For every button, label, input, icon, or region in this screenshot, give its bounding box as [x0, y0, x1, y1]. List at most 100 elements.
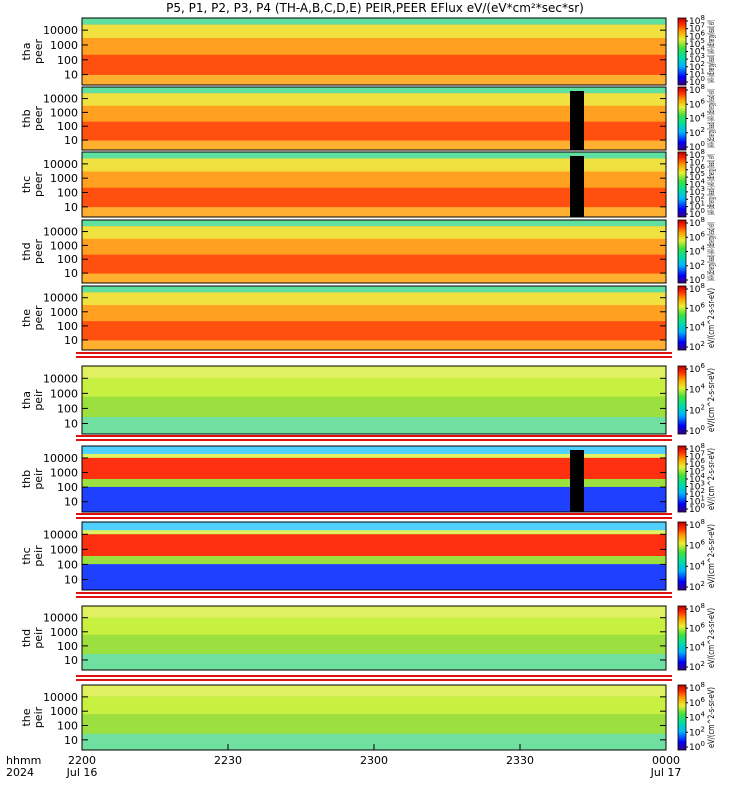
panel-label-probe: the	[20, 309, 33, 327]
colorbar-tick-label: 104	[689, 383, 705, 396]
spectrogram-band	[82, 486, 666, 512]
spectrogram-band	[82, 38, 666, 55]
spectrogram-band	[82, 378, 666, 397]
panel-frame	[81, 219, 667, 284]
y-tick-label: 100	[57, 481, 78, 494]
colorbar-tick-label: 102	[689, 192, 705, 205]
colorbar-tick-label: 104	[689, 641, 705, 654]
colorbar-tick-label: 107	[689, 22, 705, 35]
colorbar-tick-label: 105	[689, 37, 705, 50]
colorbar-units-label: eV/(cm^2-s-sr-eV)	[707, 448, 717, 510]
spectrogram-band	[82, 121, 666, 141]
y-tick-label: 1000	[50, 543, 78, 556]
panel-label-probe: thc	[20, 176, 33, 193]
flag-stripe	[76, 675, 672, 681]
colorbar	[677, 684, 687, 751]
x-tick-label: 2330	[506, 754, 534, 767]
colorbar-tick-label: 106	[689, 539, 705, 552]
panel-frame	[81, 521, 667, 591]
data-gap	[570, 91, 584, 150]
colorbar-tick-label: 108	[689, 282, 705, 295]
spectrogram-band	[82, 18, 666, 25]
panel-label-species: peer	[32, 305, 45, 331]
colorbar-units-label: eV/(cm^2-s-sr-eV)	[707, 687, 717, 748]
colorbar-tick-label: 100	[689, 424, 705, 437]
y-tick-label: 10000	[43, 93, 78, 106]
spectrogram-band	[82, 685, 666, 697]
y-tick-label: 1000	[50, 106, 78, 119]
colorbar-tick-label: 103	[689, 480, 705, 493]
panel-thc-peir: 10 100 1000 10000 thc peir 108 106 104 102 eV/(cm^…	[20, 518, 717, 593]
spectrogram-band	[82, 457, 666, 479]
colorbar-tick-label: 106	[689, 457, 705, 470]
y-tick-label: 10	[64, 134, 78, 147]
spectrogram-band	[82, 220, 666, 227]
y-tick-label: 100	[57, 187, 78, 200]
colorbar-tick-label: 104	[689, 321, 705, 334]
colorbar-units: (All-(dEnergy(lead)-(All-(dEnergy(lead) …	[707, 154, 717, 215]
spectrogram-band	[82, 105, 666, 122]
panel-label: the peir	[20, 706, 45, 728]
colorbar-tick-label: 102	[689, 126, 705, 139]
y-tick-label: 100	[57, 558, 78, 571]
time-format-label: hhmm	[6, 754, 41, 767]
spectrogram-band	[82, 617, 666, 635]
colorbar-tick-label: 102	[689, 660, 705, 673]
x-date-label: Jul 16	[66, 766, 98, 779]
colorbar-tick-label: 104	[689, 711, 705, 724]
colorbar-tick-label: 107	[689, 155, 705, 168]
y-tick-label: 10	[64, 417, 78, 430]
colorbar-tick-label: 106	[689, 230, 705, 243]
colorbar-tick-label: 100	[689, 502, 705, 515]
colorbar-tick-label: 108	[689, 148, 705, 161]
y-tick-label: 10000	[43, 612, 78, 625]
spectrogram-band	[82, 226, 666, 239]
colorbar-tick-label: 108	[689, 602, 705, 615]
flag-stripe	[76, 352, 672, 358]
colorbar-tick-label: 101	[689, 67, 705, 80]
panel-frame	[81, 151, 667, 218]
y-tick-label: 1000	[50, 626, 78, 639]
colorbar-tick-label: 106	[689, 163, 705, 176]
spectrogram-band	[82, 187, 666, 208]
colorbar-units-label: eV/(cm^2-s-sr-eV)	[707, 368, 717, 432]
y-tick-label: 10	[64, 69, 78, 82]
data-gap	[570, 156, 584, 217]
colorbar-tick-label: 100	[689, 207, 705, 220]
flag-stripe	[76, 435, 672, 441]
colorbar-units-label: eV/(cm^2-s-sr-eV)	[707, 288, 717, 348]
y-tick-label: 100	[57, 720, 78, 733]
y-tick-label: 10	[64, 573, 78, 586]
spectrogram-band	[82, 292, 666, 306]
y-tick-label: 10	[64, 654, 78, 667]
spectrogram-band	[82, 305, 666, 322]
panel-label-probe: tha	[20, 42, 33, 60]
y-tick-label: 100	[57, 320, 78, 333]
spectrogram-band	[82, 207, 666, 217]
colorbar-units-label: (All-(dEnergy(lead)-(All-(dEnergy(lead) …	[707, 222, 717, 281]
flag-stripe	[76, 592, 672, 598]
colorbar-tick-label: 108	[689, 518, 705, 531]
colorbar-tick-label: 108	[689, 14, 705, 27]
spectrogram-band	[82, 238, 666, 255]
colorbar-tick-label: 100	[689, 75, 705, 88]
panel-frame	[81, 365, 667, 435]
colorbar-tick-label: 108	[689, 681, 705, 694]
spectrogram-band	[82, 74, 666, 85]
spectrogram-band	[82, 171, 666, 188]
panel-frame	[81, 86, 667, 151]
colorbar-tick-label: 102	[689, 580, 705, 593]
colorbar-units: eV/(cm^2-s-sr-eV)	[707, 608, 717, 668]
colorbar-units: (All-(dEnergy(lead)-(All-(dEnergy(lead) …	[707, 89, 717, 148]
flag-stripe	[76, 513, 672, 519]
spectrogram-band	[82, 321, 666, 341]
y-tick-label: 10000	[43, 24, 78, 37]
spectrogram-band	[82, 140, 666, 150]
colorbar-units-label: (All-(dEnergy(lead)-(All-(dEnergy(lead) …	[707, 154, 717, 215]
panel-label-species: peir	[32, 627, 45, 649]
